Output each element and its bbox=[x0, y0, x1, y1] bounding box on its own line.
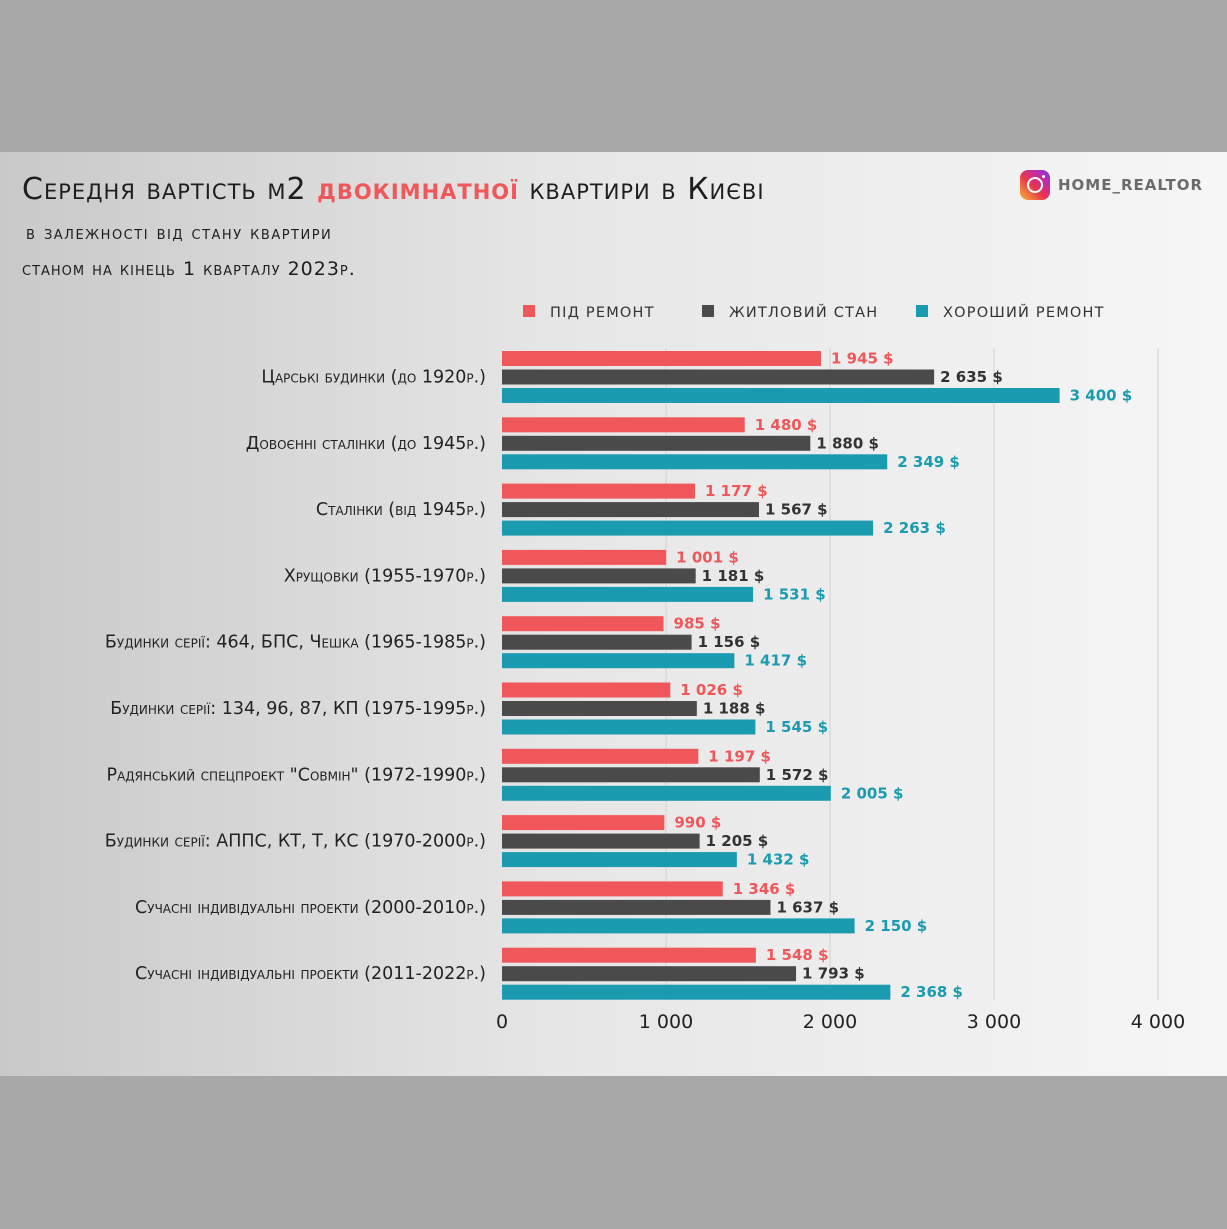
data-label: 2 263 $ bbox=[883, 519, 946, 537]
data-label: 3 400 $ bbox=[1070, 387, 1133, 405]
chart-card: Середня вартість м2 двокімнатної квартир… bbox=[0, 152, 1227, 1076]
bar bbox=[502, 502, 759, 518]
data-label: 1 548 $ bbox=[766, 946, 829, 964]
bar bbox=[502, 966, 797, 982]
bar bbox=[502, 682, 671, 698]
bar bbox=[502, 918, 855, 934]
bar bbox=[502, 634, 692, 650]
bar bbox=[502, 520, 874, 536]
data-label: 1 880 $ bbox=[816, 434, 879, 452]
bar bbox=[502, 568, 696, 584]
data-label: 1 001 $ bbox=[676, 548, 739, 566]
bar bbox=[502, 417, 745, 433]
data-label: 1 567 $ bbox=[765, 501, 828, 519]
bar bbox=[502, 586, 754, 602]
bar bbox=[502, 947, 756, 963]
category-label: Будинки серії: 134, 96, 87, КП (1975-199… bbox=[110, 699, 486, 719]
bar bbox=[502, 454, 888, 470]
title-part2: квартири в Києві bbox=[529, 172, 765, 207]
data-label: 2 349 $ bbox=[897, 453, 960, 471]
category-label: Будинки серії: АППС, КТ, Т, КС (1970-200… bbox=[105, 832, 486, 852]
data-label: 1 545 $ bbox=[765, 718, 828, 736]
data-label: 1 793 $ bbox=[802, 965, 865, 983]
bar bbox=[502, 852, 737, 868]
data-label: 1 181 $ bbox=[702, 567, 765, 585]
x-tick-label: 0 bbox=[496, 1011, 508, 1033]
bar bbox=[502, 719, 756, 735]
legend-label: ХОРОШИЙ РЕМОНТ bbox=[943, 303, 1105, 321]
data-label: 1 572 $ bbox=[766, 766, 829, 784]
bar bbox=[502, 549, 667, 565]
data-label: 1 945 $ bbox=[831, 350, 894, 368]
x-tick-label: 4 000 bbox=[1131, 1011, 1185, 1033]
subtitle-date: станом на кінець 1 кварталу 2023р. bbox=[22, 258, 356, 280]
legend-label: ЖИТЛОВИЙ СТАН bbox=[729, 303, 878, 321]
data-label: 1 205 $ bbox=[706, 832, 769, 850]
data-label: 1 480 $ bbox=[755, 416, 818, 434]
category-label: Сучасні індивідуальні проекти (2000-2010… bbox=[135, 898, 486, 918]
category-label: Довоєнні сталінки (до 1945р.) bbox=[246, 434, 486, 454]
bar bbox=[502, 701, 697, 716]
bar bbox=[502, 767, 760, 783]
legend-label: ПІД РЕМОНТ bbox=[550, 305, 655, 321]
data-label: 1 531 $ bbox=[763, 585, 826, 603]
x-tick-label: 2 000 bbox=[803, 1011, 857, 1033]
bar bbox=[502, 899, 771, 915]
data-label: 1 432 $ bbox=[747, 851, 810, 869]
bar bbox=[502, 833, 700, 849]
data-label: 2 368 $ bbox=[900, 983, 963, 1001]
data-label: 990 $ bbox=[674, 814, 721, 832]
legend-swatch bbox=[523, 305, 535, 317]
subtitle-condition: в залежності від стану квартири bbox=[26, 222, 333, 244]
category-label: Царські будинки (до 1920р.) bbox=[261, 368, 486, 388]
category-label: Будинки серії: 464, БПС, Чешка (1965-198… bbox=[105, 633, 486, 653]
data-label: 1 026 $ bbox=[680, 681, 743, 699]
data-label: 1 156 $ bbox=[698, 633, 761, 651]
data-label: 1 346 $ bbox=[733, 880, 796, 898]
data-label: 1 417 $ bbox=[744, 652, 807, 670]
data-label: 1 637 $ bbox=[776, 898, 839, 916]
data-label: 985 $ bbox=[674, 615, 721, 633]
category-label: Радянський спецпроект "Совмін" (1972-199… bbox=[107, 765, 486, 785]
category-label: Сталінки (від 1945р.) bbox=[316, 500, 486, 520]
x-tick-label: 3 000 bbox=[967, 1011, 1021, 1033]
data-label: 1 197 $ bbox=[708, 747, 771, 765]
bar bbox=[502, 616, 664, 632]
legend-swatch bbox=[916, 305, 928, 317]
brand-badge[interactable]: HOME_REALTOR bbox=[1020, 170, 1203, 200]
bar bbox=[502, 785, 831, 801]
bar bbox=[502, 984, 891, 1000]
bar bbox=[502, 815, 665, 831]
bar bbox=[502, 388, 1060, 403]
bar-chart: ПІД РЕМОНТ ЖИТЛОВИЙ СТАН ХОРОШИЙ РЕМОНТ 1 9… bbox=[105, 303, 1185, 1033]
bar bbox=[502, 483, 696, 499]
data-label: 1 188 $ bbox=[703, 700, 766, 718]
data-label: 2 635 $ bbox=[940, 368, 1003, 386]
category-label: Сучасні індивідуальні проекти (2011-2022… bbox=[135, 964, 486, 984]
data-label: 1 177 $ bbox=[705, 482, 768, 500]
data-label: 2 005 $ bbox=[841, 784, 904, 802]
bar bbox=[502, 653, 735, 669]
legend-swatch bbox=[702, 305, 714, 317]
title-part1: Середня вартість м2 bbox=[22, 172, 307, 207]
bar bbox=[502, 748, 699, 764]
chart-title: Середня вартість м2 двокімнатної квартир… bbox=[22, 172, 765, 207]
bar bbox=[502, 881, 723, 897]
brand-name: HOME_REALTOR bbox=[1058, 176, 1203, 194]
instagram-icon bbox=[1020, 170, 1050, 200]
category-label: Хрущовки (1955-1970р.) bbox=[284, 566, 486, 586]
bar bbox=[502, 435, 811, 451]
x-tick-label: 1 000 bbox=[639, 1011, 693, 1033]
bar bbox=[502, 351, 821, 366]
bar bbox=[502, 369, 935, 385]
title-accent: двокімнатної bbox=[317, 172, 519, 207]
data-label: 2 150 $ bbox=[865, 917, 928, 935]
